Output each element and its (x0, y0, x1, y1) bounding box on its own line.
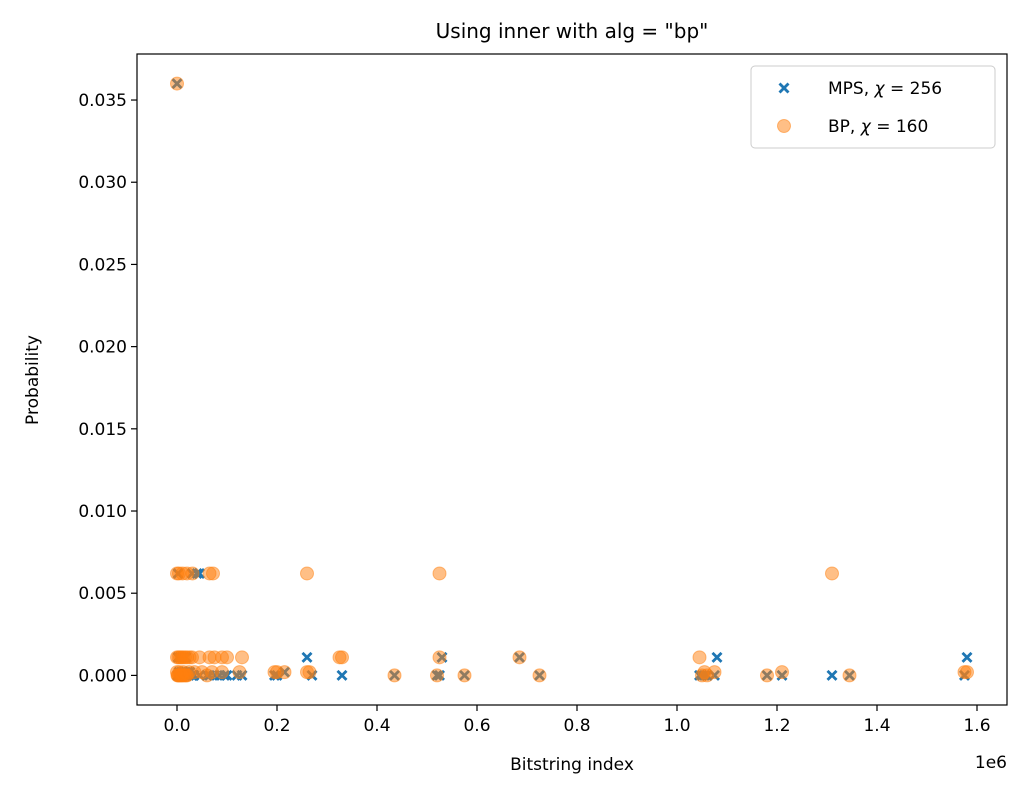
bp-data-point (200, 668, 214, 683)
bp-data-point (206, 566, 220, 581)
x-tick-label: 0.4 (363, 716, 390, 736)
bp-data-point (775, 665, 789, 680)
y-tick-label: 0.005 (78, 584, 127, 604)
y-tick-label: 0.035 (78, 91, 127, 111)
bp-data-point (432, 650, 447, 665)
y-tick-label: 0.025 (78, 255, 127, 275)
series-bp (170, 76, 974, 683)
bp-data-point (825, 566, 839, 581)
x-axis: 0.0 0.2 0.4 0.6 0.8 1.0 1.2 1.4 1.6 (163, 705, 991, 736)
bp-data-point (387, 668, 402, 683)
legend-label-mps: MPS, χ = 256 (828, 79, 942, 99)
bp-data-point (707, 665, 722, 680)
legend-bp-prefix: BP, (828, 117, 861, 137)
x-tick-label: 1.2 (763, 716, 790, 736)
legend-marker-mps-icon (778, 82, 790, 94)
bp-data-point (235, 650, 249, 665)
bp-data-point (512, 650, 527, 665)
x-tick-label: 0.6 (463, 716, 490, 736)
bp-data-point (232, 665, 247, 680)
x-axis-label: Bitstring index (510, 755, 634, 775)
bp-data-point (532, 668, 547, 683)
bp-data-point (215, 665, 229, 680)
legend-marker-bp-icon (777, 119, 791, 133)
x-tick-label: 0.8 (563, 716, 590, 736)
bp-data-point (220, 650, 234, 665)
bp-data-point (692, 650, 707, 665)
plot-area (170, 76, 974, 683)
legend-bp-suffix: = 160 (871, 117, 929, 137)
legend: MPS, χ = 256 BP, χ = 160 (750, 65, 996, 149)
bp-data-point (335, 650, 349, 665)
legend-label-bp: BP, χ = 160 (828, 117, 928, 137)
bp-data-point (457, 668, 472, 683)
x-tick-label: 1.6 (963, 716, 990, 736)
legend-mps-suffix: = 256 (885, 79, 943, 99)
mps-data-point (336, 669, 348, 681)
x-tick-label: 0.2 (263, 716, 290, 736)
x-axis-offset-label: 1e6 (975, 753, 1007, 773)
y-tick-label: 0.030 (78, 173, 127, 193)
legend-bp-chi: χ (860, 117, 872, 137)
bp-data-point (302, 665, 317, 680)
x-tick-label: 1.4 (863, 716, 890, 736)
bp-data-point (960, 665, 974, 680)
x-tick-label: 0.0 (163, 716, 190, 736)
bp-data-point (760, 668, 774, 683)
bp-data-point (430, 668, 444, 683)
bp-data-point (432, 566, 447, 581)
bp-data-point (300, 566, 314, 581)
legend-box (750, 65, 996, 149)
mps-data-point (826, 669, 838, 681)
y-tick-label: 0.010 (78, 502, 127, 522)
x-tick-label: 1.0 (663, 716, 690, 736)
bp-data-point (170, 76, 184, 91)
chart-title: Using inner with alg = "bp" (436, 19, 709, 43)
bp-data-point (185, 566, 200, 581)
legend-mps-chi: χ (874, 79, 886, 99)
mps-data-point (961, 651, 973, 663)
mps-data-point (301, 651, 313, 663)
legend-mps-prefix: MPS, (828, 79, 875, 99)
y-tick-label: 0.015 (78, 420, 127, 440)
y-tick-label: 0.000 (78, 666, 127, 686)
axes-frame (136, 53, 1008, 706)
y-axis-label: Probability (23, 335, 43, 425)
y-axis: 0.000 0.005 0.010 0.015 0.020 0.025 0.030 0.035 (78, 91, 137, 686)
mps-data-point (711, 651, 723, 663)
bp-data-point (842, 668, 857, 683)
bp-data-point (277, 665, 292, 680)
y-tick-label: 0.020 (78, 338, 127, 358)
